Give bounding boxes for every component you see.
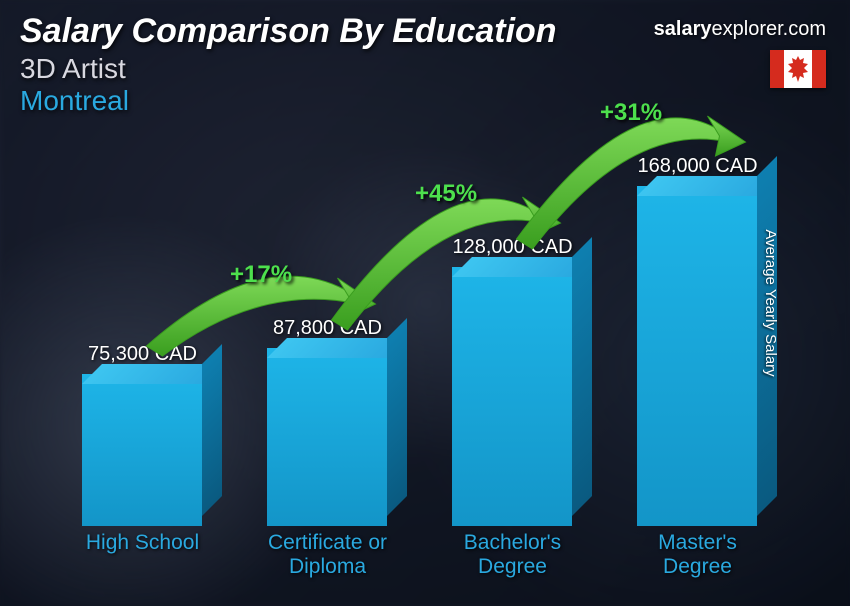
- chart-subtitle: 3D Artist: [20, 53, 830, 85]
- bar-chart: 75,300 CAD87,800 CAD128,000 CAD168,000 C…: [50, 140, 790, 586]
- watermark: salaryexplorer.com: [654, 18, 826, 41]
- chart-location: Montreal: [20, 85, 830, 117]
- increase-arrow-body: [331, 199, 542, 330]
- arrows-layer: [50, 60, 790, 586]
- watermark-bold: salary: [654, 18, 712, 40]
- watermark-rest: explorer.com: [712, 18, 827, 40]
- increase-pct-label: +17%: [230, 261, 292, 289]
- canada-flag-icon: [770, 50, 826, 88]
- y-axis-label: Average Yearly Salary: [762, 229, 779, 376]
- increase-arrow-body: [516, 118, 727, 249]
- increase-pct-label: +45%: [415, 180, 477, 208]
